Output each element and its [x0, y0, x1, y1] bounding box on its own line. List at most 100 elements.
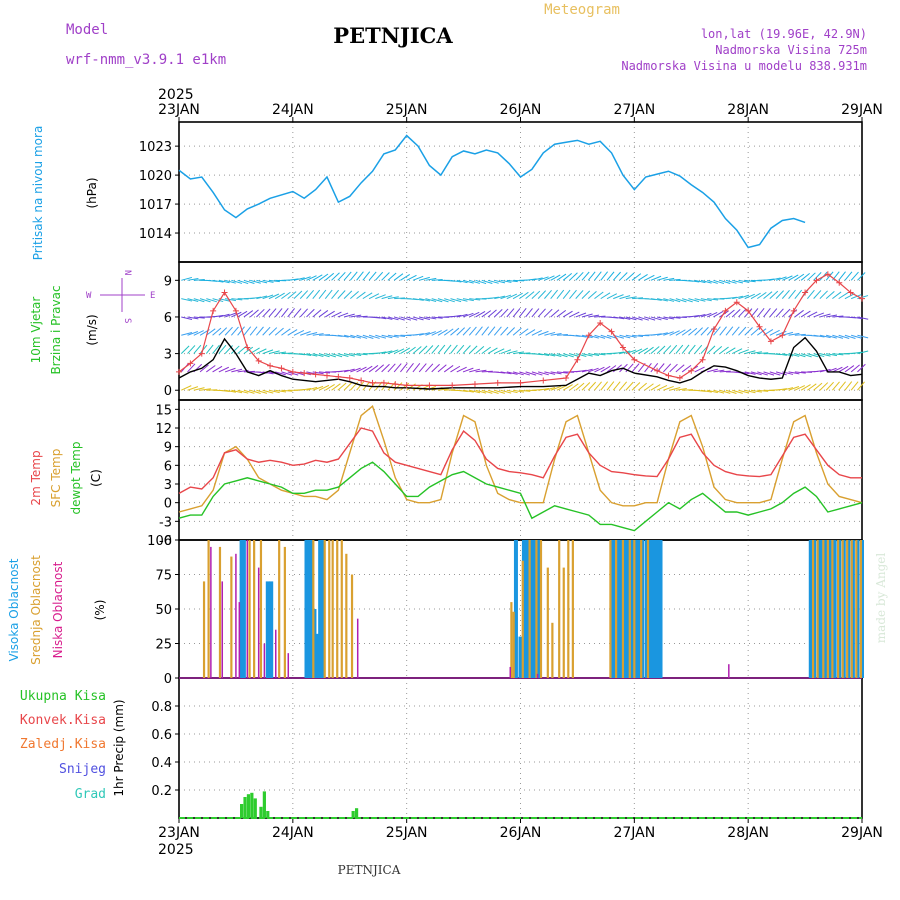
cloud-bar [235, 553, 237, 678]
wind-barb [556, 289, 565, 299]
wind-barb [669, 387, 681, 391]
wind-barb [625, 296, 637, 300]
wind-barb [631, 382, 641, 391]
wind-barb [374, 271, 384, 281]
year-top: 2025 [158, 87, 194, 103]
wind-barb [838, 334, 850, 339]
cloud-bar [820, 540, 825, 678]
wind-barb [256, 389, 268, 394]
wind-barb [312, 333, 324, 336]
cloud-bar [239, 540, 244, 678]
wind-barb [681, 328, 692, 336]
wind-barb [312, 371, 324, 375]
wind-barb [575, 353, 587, 358]
wind-barb [356, 271, 364, 281]
wind-barb [387, 349, 399, 355]
wind-barb [318, 334, 331, 336]
wind-gust-marker [802, 289, 809, 296]
wind-barb [544, 289, 552, 299]
wind-barb [525, 371, 537, 376]
wind-barb [744, 371, 756, 375]
wind-barb [513, 351, 525, 355]
wind-barb [262, 326, 271, 336]
wind-barb [300, 276, 311, 281]
wind-barb [575, 369, 587, 373]
wind-barb [613, 294, 624, 300]
wind-barb [675, 344, 684, 354]
wind-barb [394, 316, 405, 321]
wind-barb [844, 334, 856, 339]
time-tick-label: 26JAN [500, 825, 542, 841]
wind-barb [325, 353, 336, 358]
cloud-bar [828, 540, 833, 678]
cloud-bar [812, 540, 817, 678]
wind-barb [468, 345, 478, 354]
wind-barb [631, 363, 640, 373]
wind-gust-marker [540, 377, 547, 384]
wind-barb [481, 326, 490, 336]
cloud-bar [263, 643, 266, 678]
wind-barb [569, 353, 581, 358]
wind-barb [732, 389, 743, 394]
wind-barb [788, 274, 799, 281]
wind-barb [788, 353, 800, 357]
wind-barb [325, 384, 335, 391]
wind-barb [419, 298, 431, 302]
wind-barb [731, 326, 740, 336]
wind-barb [487, 326, 496, 336]
wind-barb [738, 294, 750, 300]
wind-barb [481, 389, 493, 394]
wind-barb [494, 279, 506, 284]
y-tick-label: 3 [164, 478, 172, 493]
wind-barb [224, 367, 236, 373]
wind-barb [538, 353, 550, 356]
wind-barb [744, 293, 755, 300]
wind-gust-marker [221, 289, 228, 296]
wind-barb [713, 311, 724, 318]
wind-barb [506, 350, 518, 355]
wind-barb [306, 386, 318, 391]
wind-barb [769, 329, 780, 336]
wind-barb [588, 353, 600, 357]
cloud-bar [859, 540, 862, 678]
wind-barb [813, 334, 825, 338]
wind-barb [857, 363, 866, 373]
wind-barb [757, 389, 769, 392]
cloud-bar [312, 540, 315, 678]
wind-barb [756, 308, 765, 318]
wind-barb [425, 277, 437, 281]
wind-barb [437, 364, 447, 373]
wind-barb [300, 331, 311, 336]
precip-bar [266, 811, 270, 818]
wind-barb [331, 353, 343, 358]
cloud-bar [658, 540, 663, 678]
wind-barb [331, 383, 341, 391]
cloud-bar [619, 540, 624, 678]
wind-barb [181, 298, 193, 302]
wind-barb [826, 353, 838, 357]
time-tick-label: 27JAN [613, 102, 655, 118]
wind-barb [381, 272, 390, 281]
wind-gust-marker [323, 372, 330, 379]
wind-barb [218, 344, 227, 354]
wind-barb [281, 389, 293, 392]
wind-gust-marker [278, 365, 285, 372]
wind-gust-marker [722, 307, 729, 314]
wind-barb [218, 313, 230, 318]
wind-barb [525, 291, 535, 300]
wind-barb [443, 328, 454, 336]
meteogram-title: Meteogram [544, 2, 620, 18]
wind-barb [393, 273, 404, 281]
wind-barb [562, 272, 573, 281]
pressure-panel [178, 134, 806, 249]
wind-barb [306, 332, 318, 336]
wind-barb [412, 298, 424, 301]
wind-barb [575, 382, 585, 391]
temp-title-2: SFC Temp [49, 449, 63, 508]
wind-barb [293, 277, 305, 281]
model-elevation-label: Nadmorska Visina u modelu 838.931m [621, 59, 867, 73]
wind-barb [337, 369, 349, 373]
wind-barb [193, 387, 205, 391]
wind-barb [475, 279, 487, 285]
cloud-bar [269, 581, 274, 678]
